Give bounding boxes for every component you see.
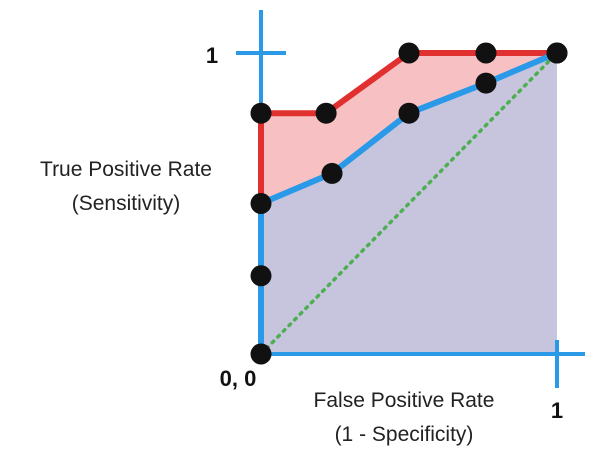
- reference-line-layer: [259, 51, 559, 356]
- series-1-point-1: [250, 102, 272, 124]
- series-markers: [250, 42, 568, 365]
- series-2-point-6: [475, 72, 497, 94]
- x-tick-label-1: 1: [551, 398, 563, 423]
- series-2-point-4: [321, 162, 343, 184]
- series-2-point-3: [250, 193, 272, 214]
- series-1-area: [261, 53, 557, 354]
- y-axis-label-line2: (Sensitivity): [72, 192, 181, 215]
- series-1-point-3: [398, 42, 420, 64]
- series-2-point-7: [546, 42, 568, 64]
- series-2-point-5: [398, 102, 420, 124]
- x-axis-label-line1: False Positive Rate: [314, 389, 495, 412]
- reference-diagonal-line: [259, 51, 559, 356]
- series-2-point-2: [250, 265, 272, 287]
- series-2-point-1: [250, 343, 272, 365]
- origin-label: 0, 0: [220, 366, 257, 391]
- series-1-point-2: [315, 102, 337, 124]
- series-1-point-4: [475, 42, 497, 64]
- y-tick-label-1: 1: [206, 43, 218, 68]
- x-axis-label-line2: (1 - Specificity): [335, 423, 474, 446]
- series-2-line: [258, 50, 560, 357]
- y-axis-label-line1: True Positive Rate: [40, 158, 212, 181]
